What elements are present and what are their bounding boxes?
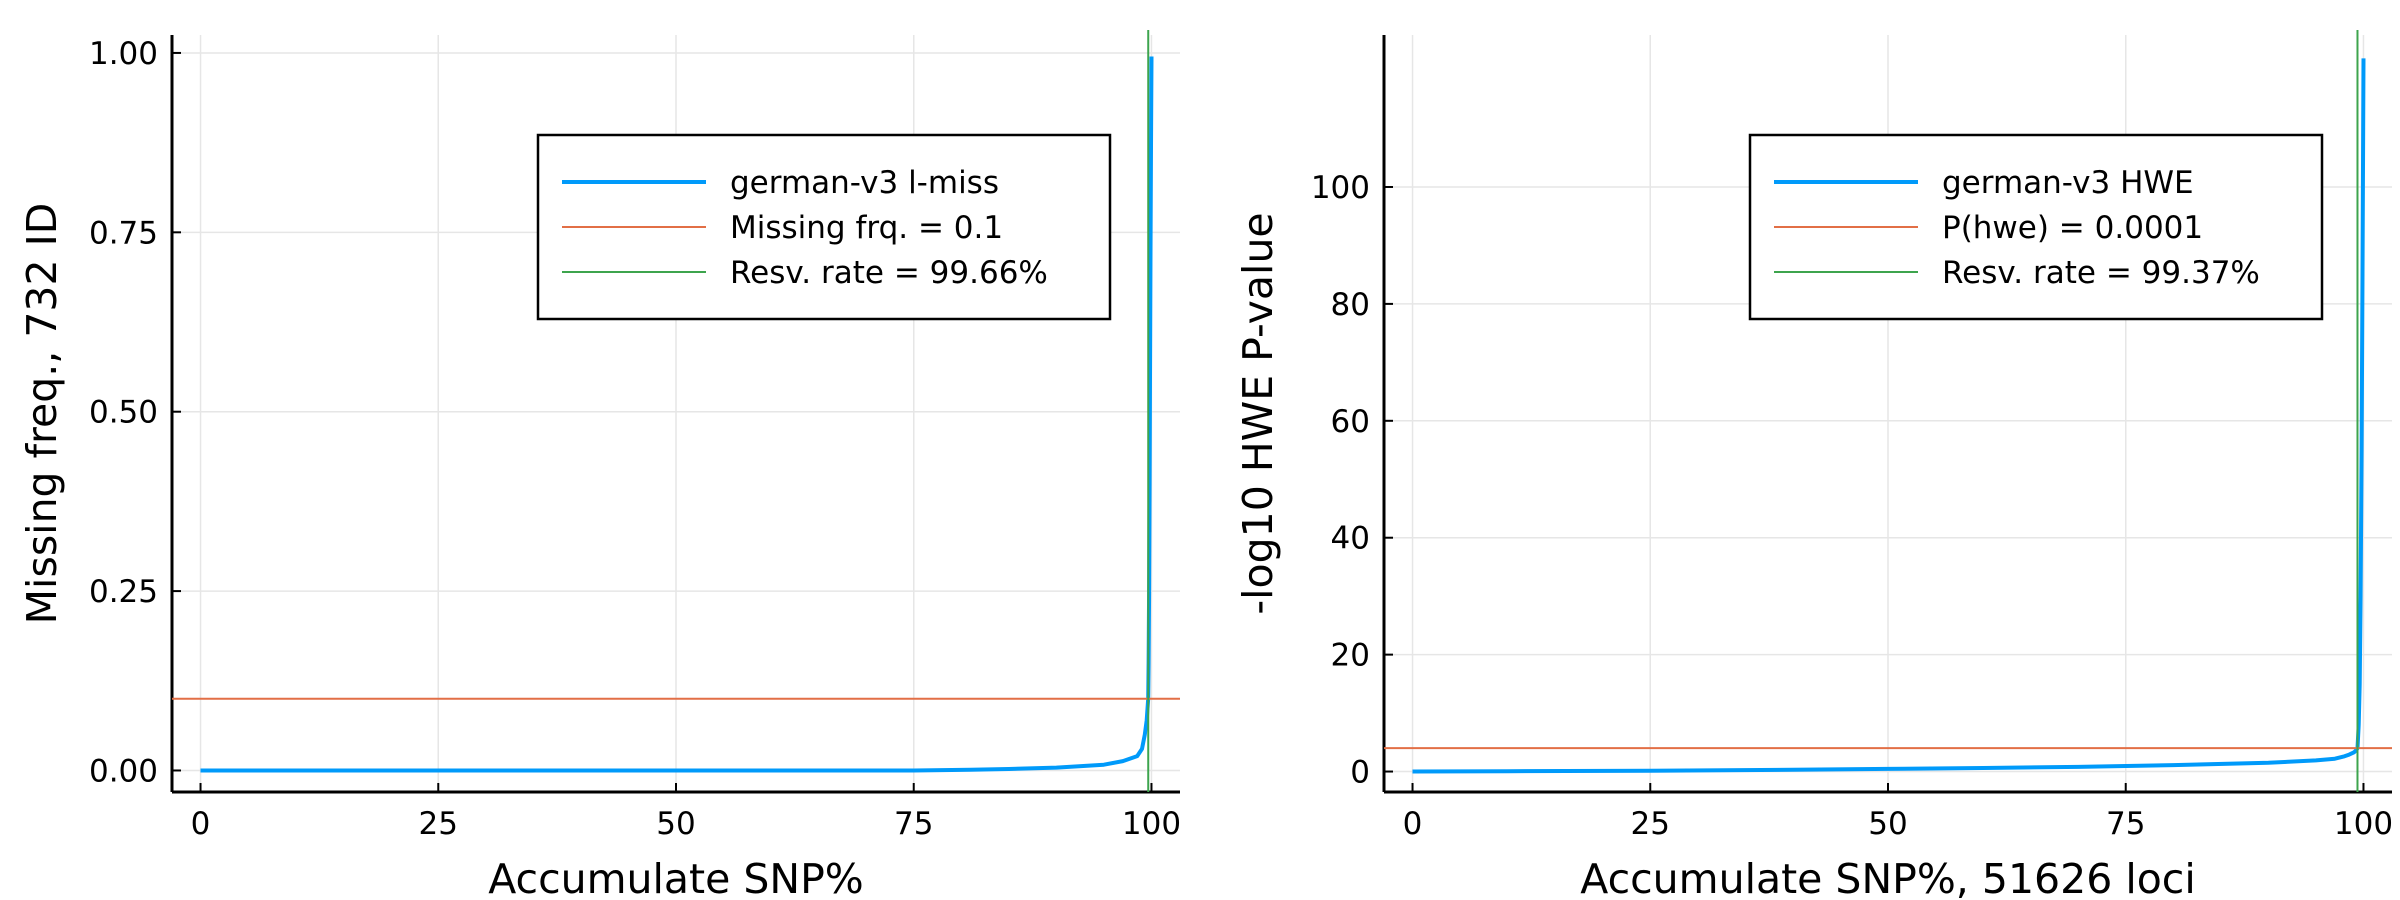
x-tick-label: 75 — [2106, 806, 2145, 842]
y-tick-label: 0.50 — [89, 395, 158, 431]
legend: german-v3 l-miss Missing frq. = 0.1 Resv. … — [536, 133, 1112, 321]
x-tick-label: 25 — [1631, 806, 1670, 842]
y-tick-label: 0 — [1350, 755, 1370, 791]
y-axis-label: -log10 HWE P-value — [1234, 212, 1282, 614]
x-tick-label: 50 — [656, 806, 695, 842]
y-tick-label: 40 — [1331, 521, 1370, 557]
x-axis-label: Accumulate SNP% — [488, 855, 864, 900]
x-tick-label: 100 — [2334, 806, 2393, 842]
x-tick-label: 75 — [894, 806, 933, 842]
y-tick-label: 1.00 — [89, 36, 158, 72]
x-tick-label: 0 — [191, 806, 211, 842]
y-tick-label: 20 — [1331, 638, 1370, 674]
legend-label: Resv. rate = 99.37% — [1942, 255, 2260, 291]
y-axis-label: Missing freq., 732 ID — [18, 203, 66, 625]
y-tick-label: 0.75 — [89, 215, 158, 251]
x-tick-label: 0 — [1403, 806, 1423, 842]
legend-label: Resv. rate = 99.66% — [730, 255, 1048, 291]
subplot-2: 0 25 50 75 100 0 20 40 60 80 100 Accumulate SNP%, 5… — [1234, 30, 2393, 900]
y-tick-label: 0.25 — [89, 574, 158, 610]
plot-area — [1384, 30, 2392, 792]
x-tick-label: 100 — [1122, 806, 1181, 842]
x-tick-label: 25 — [419, 806, 458, 842]
y-tick-label: 0.00 — [89, 753, 158, 789]
legend-label: Missing frq. = 0.1 — [730, 210, 1003, 246]
x-axis-label: Accumulate SNP%, 51626 loci — [1580, 855, 2195, 900]
legend-label: P(hwe) = 0.0001 — [1942, 210, 2203, 246]
series-curve — [200, 56, 1154, 773]
y-tick-label: 100 — [1311, 170, 1370, 206]
legend-label: german-v3 l-miss — [730, 165, 999, 201]
subplot-1: 0 25 50 75 100 0.00 0.25 0.50 0.75 1.00 Accumulate… — [18, 30, 1181, 900]
legend-label: german-v3 HWE — [1942, 165, 2194, 201]
plot-area — [172, 30, 1180, 792]
y-tick-label: 60 — [1331, 404, 1370, 440]
y-tick-label: 80 — [1331, 287, 1370, 323]
series-curve — [1412, 58, 2366, 774]
x-tick-label: 50 — [1868, 806, 1907, 842]
legend: german-v3 HWE P(hwe) = 0.0001 Resv. rate =… — [1748, 133, 2324, 321]
